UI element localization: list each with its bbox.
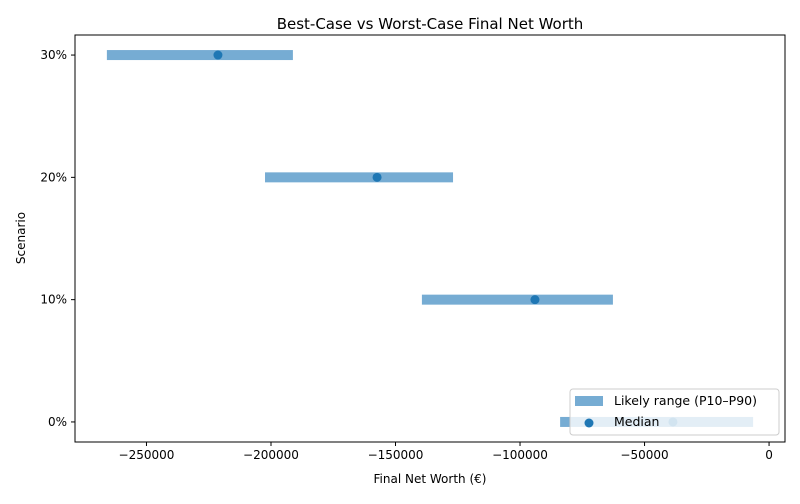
legend-label-median: Median xyxy=(614,414,659,429)
y-tick-label: 20% xyxy=(40,170,67,184)
y-axis-label: Scenario xyxy=(14,212,28,264)
median-point-20% xyxy=(372,172,382,182)
y-tick-label: 30% xyxy=(40,48,67,62)
x-tick-label: −50000 xyxy=(620,448,668,462)
legend-marker-median xyxy=(584,418,594,428)
chart-title: Best-Case vs Worst-Case Final Net Worth xyxy=(277,15,584,33)
legend-label-range: Likely range (P10–P90) xyxy=(614,393,757,408)
axes-frame xyxy=(74,34,786,443)
median-point-10% xyxy=(530,295,540,305)
legend: Likely range (P10–P90) Median xyxy=(569,388,780,436)
x-axis-label: Final Net Worth (€) xyxy=(374,472,487,486)
range-bar-30% xyxy=(106,50,293,61)
x-tick-label: −250000 xyxy=(119,448,175,462)
median-point-30% xyxy=(213,50,223,60)
x-tick-label: 0 xyxy=(765,448,773,462)
y-tick-label: 10% xyxy=(40,293,67,307)
x-tick-label: −200000 xyxy=(243,448,299,462)
x-tick-label: −150000 xyxy=(368,448,424,462)
y-tick-label: 0% xyxy=(48,415,67,429)
range-bar-20% xyxy=(265,172,454,183)
x-tick-label: −100000 xyxy=(492,448,548,462)
legend-swatch-range xyxy=(575,396,603,406)
range-bar-10% xyxy=(421,294,613,305)
legend-frame xyxy=(569,388,780,436)
